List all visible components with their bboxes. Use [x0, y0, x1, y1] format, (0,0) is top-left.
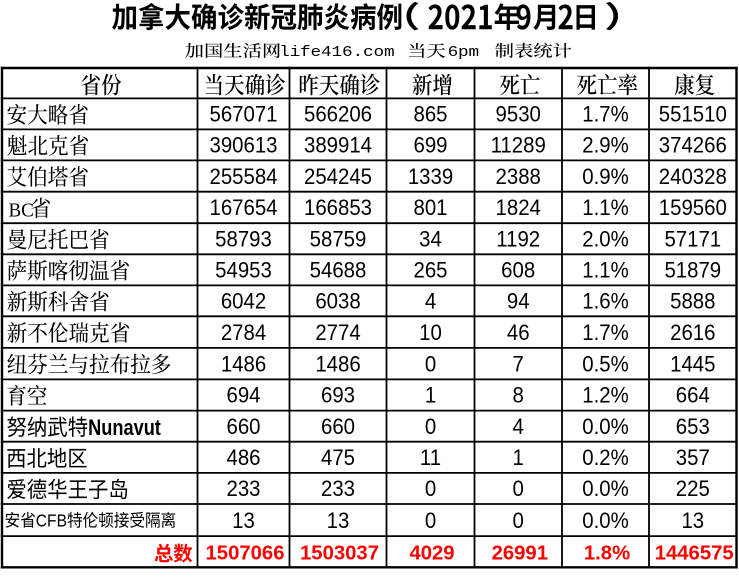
svg-text:58759: 58759 [310, 227, 367, 252]
svg-text:265: 265 [413, 258, 447, 283]
svg-text:608: 608 [501, 258, 535, 283]
svg-text:0.9%: 0.9% [582, 164, 629, 189]
svg-text:1.7%: 1.7% [582, 102, 629, 127]
svg-text:357: 357 [676, 445, 710, 470]
svg-text:240328: 240328 [659, 164, 727, 189]
svg-text:2.9%: 2.9% [582, 133, 629, 158]
svg-text:1192: 1192 [496, 227, 540, 252]
svg-text:5888: 5888 [670, 289, 715, 314]
svg-text:2388: 2388 [496, 164, 541, 189]
svg-text:1486: 1486 [315, 352, 360, 377]
svg-text:1: 1 [513, 445, 524, 470]
svg-text:801: 801 [413, 195, 447, 220]
svg-text:1.6%: 1.6% [582, 289, 629, 314]
svg-text:233: 233 [226, 476, 260, 501]
svg-text:life416.com: life416.com [279, 43, 395, 60]
svg-text:0.0%: 0.0% [582, 476, 629, 501]
svg-text:1.8%: 1.8% [584, 542, 630, 564]
svg-text:0.0%: 0.0% [582, 508, 629, 533]
svg-text:13: 13 [681, 508, 704, 533]
svg-text:475: 475 [321, 445, 355, 470]
svg-text:4029: 4029 [409, 542, 454, 564]
svg-text:4: 4 [425, 289, 436, 314]
svg-text:486: 486 [226, 445, 260, 470]
svg-text:233: 233 [321, 476, 355, 501]
svg-text:26991: 26991 [492, 542, 548, 564]
svg-text:9530: 9530 [496, 102, 541, 127]
svg-text:58793: 58793 [215, 227, 272, 252]
svg-text:13: 13 [327, 508, 350, 533]
svg-text:0: 0 [425, 508, 436, 533]
svg-text:1507066: 1507066 [206, 542, 285, 564]
svg-text:1503037: 1503037 [300, 542, 379, 564]
svg-text:0: 0 [513, 476, 524, 501]
svg-text:CFB: CFB [36, 512, 67, 531]
svg-text:1446575: 1446575 [655, 542, 734, 564]
svg-text:390613: 390613 [209, 133, 277, 158]
svg-text:1445: 1445 [670, 352, 715, 377]
svg-text:0.5%: 0.5% [582, 352, 629, 377]
svg-text:0: 0 [425, 352, 436, 377]
svg-text:0: 0 [513, 508, 524, 533]
svg-text:8: 8 [513, 383, 524, 408]
svg-text:11289: 11289 [491, 133, 546, 158]
svg-text:1.7%: 1.7% [582, 320, 629, 345]
svg-text:6042: 6042 [221, 289, 266, 314]
svg-text:865: 865 [413, 102, 447, 127]
svg-text:551510: 551510 [659, 102, 727, 127]
svg-text:1.2%: 1.2% [582, 383, 629, 408]
svg-text:225: 225 [676, 476, 710, 501]
svg-text:255584: 255584 [209, 164, 277, 189]
svg-text:2784: 2784 [221, 320, 266, 345]
svg-text:693: 693 [321, 383, 355, 408]
svg-text:4: 4 [513, 414, 524, 439]
svg-text:566206: 566206 [304, 102, 372, 127]
svg-text:57171: 57171 [664, 227, 721, 252]
svg-text:660: 660 [321, 414, 355, 439]
svg-text:0: 0 [425, 414, 436, 439]
svg-text:51879: 51879 [664, 258, 721, 283]
svg-text:46: 46 [507, 320, 530, 345]
svg-text:1824: 1824 [496, 195, 541, 220]
svg-text:1.1%: 1.1% [582, 258, 629, 283]
svg-text:167654: 167654 [209, 195, 277, 220]
svg-text:389914: 389914 [304, 133, 372, 158]
svg-text:1486: 1486 [221, 352, 266, 377]
svg-text:2774: 2774 [315, 320, 360, 345]
svg-text:664: 664 [676, 383, 710, 408]
svg-text:660: 660 [226, 414, 260, 439]
svg-text:54688: 54688 [310, 258, 367, 283]
svg-text:BC: BC [9, 200, 34, 221]
svg-text:11: 11 [420, 445, 441, 470]
svg-text:6038: 6038 [315, 289, 360, 314]
svg-text:94: 94 [507, 289, 530, 314]
svg-text:13: 13 [232, 508, 255, 533]
svg-text:2616: 2616 [670, 320, 715, 345]
svg-text:0.2%: 0.2% [582, 445, 629, 470]
svg-text:0: 0 [425, 476, 436, 501]
svg-text:694: 694 [226, 383, 260, 408]
svg-text:166853: 166853 [304, 195, 372, 220]
svg-text:567071: 567071 [209, 102, 277, 127]
svg-text:1.1%: 1.1% [582, 195, 629, 220]
svg-text:1339: 1339 [408, 164, 453, 189]
svg-text:0.0%: 0.0% [582, 414, 629, 439]
svg-text:159560: 159560 [659, 195, 727, 220]
svg-text:Nunavut: Nunavut [88, 417, 161, 441]
svg-text:653: 653 [676, 414, 710, 439]
svg-text:2.0%: 2.0% [582, 227, 629, 252]
svg-text:699: 699 [413, 133, 447, 158]
svg-text:10: 10 [419, 320, 442, 345]
svg-text:254245: 254245 [304, 164, 372, 189]
svg-text:34: 34 [419, 227, 442, 252]
svg-text:374266: 374266 [659, 133, 727, 158]
svg-text:7: 7 [513, 352, 524, 377]
svg-text:54953: 54953 [215, 258, 272, 283]
svg-text:6pm: 6pm [448, 43, 480, 60]
svg-text:1: 1 [425, 383, 436, 408]
